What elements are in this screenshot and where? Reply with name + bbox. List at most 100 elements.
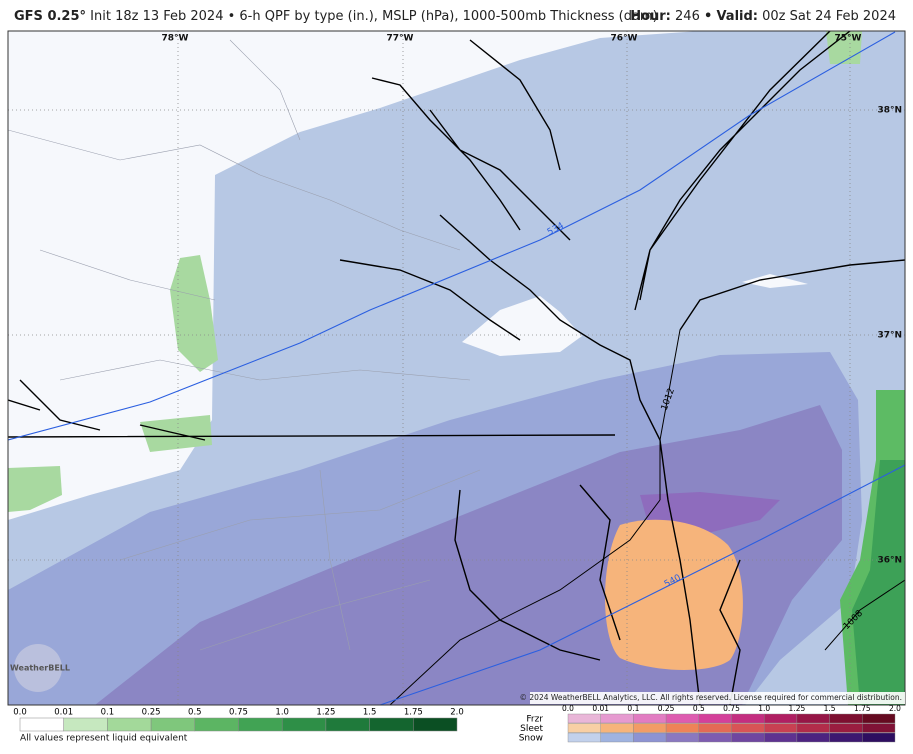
longitude-label: 78°W <box>162 34 189 44</box>
colorbar-cell <box>600 732 634 743</box>
colorbar-cell <box>567 723 601 733</box>
rain-light <box>170 255 218 372</box>
colorbar-tick-label: 1.25 <box>316 708 335 718</box>
colorbar-cell <box>567 713 601 724</box>
no-precip <box>742 274 808 288</box>
legend: All values represent liquid equivalent 0… <box>13 704 901 744</box>
colorbar-tick-label: 1.75 <box>404 708 423 718</box>
logo: WeatherBELL <box>10 664 70 673</box>
colorbar-tick-label: 2.0 <box>450 708 464 718</box>
colorbar-cell <box>764 713 798 724</box>
header-left: GFS 0.25° Init 18z 13 Feb 2024 • 6-h QPF… <box>14 9 658 24</box>
colorbar-tick-label: 0.75 <box>229 708 248 718</box>
colorbar-tick-label: 1.0 <box>758 704 770 713</box>
colorbar-cell <box>194 717 239 732</box>
copyright: © 2024 WeatherBELL Analytics, LLC. All r… <box>520 693 902 702</box>
colorbar-cell <box>107 717 152 732</box>
colorbar-tick-label: 0.5 <box>693 704 705 713</box>
colorbar-cell <box>238 717 283 732</box>
coastline <box>8 31 905 705</box>
colorbar-cell <box>731 723 765 733</box>
colorbar-cell <box>633 732 667 743</box>
colorbar-cell <box>829 713 863 724</box>
valid-label: Valid: <box>716 9 758 24</box>
type-label: Sleet <box>520 724 543 734</box>
colorbar-tick-label: 0.0 <box>562 704 574 713</box>
header-right: Hour: 246 • Valid: 00z Sat 24 Feb 2024 <box>630 9 896 24</box>
colorbar-tick-label: 0.1 <box>627 704 639 713</box>
colorbar-cell <box>862 723 896 733</box>
colorbar-tick-label: 1.5 <box>363 708 377 718</box>
map-frame <box>7 30 906 706</box>
map-area: 534 540 1012 1008 78°W 77°W 76°W 75°W 38… <box>7 30 906 706</box>
colorbar-cell <box>764 732 798 743</box>
no-precip <box>462 296 582 356</box>
longitude-label: 77°W <box>387 34 414 44</box>
longitude-label: 75°W <box>835 34 862 44</box>
colorbar-cell <box>665 713 699 724</box>
colorbar-cell <box>19 717 64 732</box>
colorbar-cell <box>633 713 667 724</box>
colorbar-cell <box>698 713 732 724</box>
colorbar-tick-label: 2.0 <box>889 704 901 713</box>
logo-globe <box>14 644 62 692</box>
colorbar-cell <box>731 713 765 724</box>
sleet-area <box>605 519 743 670</box>
colorbar-tick-label: 0.1 <box>101 708 115 718</box>
thickness-534 <box>8 31 896 441</box>
colorbar-cell <box>567 732 601 743</box>
thickness-540 <box>379 464 905 705</box>
colorbar-cell <box>281 717 327 732</box>
rain-heavy <box>852 460 905 705</box>
colorbar-cell <box>764 723 798 733</box>
isobar-1012 <box>389 329 681 705</box>
colorbar-cell <box>796 713 830 724</box>
colorbar-tick-label: 1.75 <box>854 704 871 713</box>
colorbar-cell <box>150 717 196 732</box>
colorbar-cell <box>698 732 732 743</box>
colorbar-cell <box>862 732 896 743</box>
colorbar-cell <box>600 723 634 733</box>
colorbar-tick-label: 0.0 <box>13 708 27 718</box>
colorbar-cell <box>862 713 896 724</box>
colorbar-cell <box>698 723 732 733</box>
latitude-label: 38°N <box>877 106 902 116</box>
legend-note: All values represent liquid equivalent <box>20 734 188 744</box>
valid: 00z Sat 24 Feb 2024 <box>762 9 896 24</box>
county-lines <box>8 39 481 651</box>
colorbar-tick-label: 0.75 <box>723 704 740 713</box>
colorbar-tick-label: 0.5 <box>188 708 202 718</box>
colorbar-tick-label: 0.25 <box>142 708 161 718</box>
colorbar-cell <box>63 717 108 732</box>
colorbar-cell <box>796 723 830 733</box>
copyright-box <box>530 692 905 704</box>
colorbar-cell <box>829 732 863 743</box>
colorbar-tick-label: 0.25 <box>658 704 675 713</box>
colorbar-cell <box>829 723 863 733</box>
colorbar-tick-label: 1.5 <box>824 704 836 713</box>
latitude-label: 36°N <box>877 556 902 566</box>
colorbar-cell <box>413 717 458 732</box>
colorbar-tick-label: 0.01 <box>592 704 609 713</box>
type-label: Frzr <box>526 715 543 725</box>
type-label: Snow <box>519 734 543 744</box>
hour-label: Hour: <box>630 9 671 24</box>
hour: 246 <box>675 9 700 24</box>
colorbar-cell <box>633 723 667 733</box>
colorbar-cell <box>796 732 830 743</box>
colorbar-tick-label: 1.25 <box>789 704 806 713</box>
colorbar-tick-label: 0.01 <box>54 708 73 718</box>
description: Init 18z 13 Feb 2024 • 6-h QPF by type (… <box>90 9 658 24</box>
colorbar-cell <box>731 732 765 743</box>
colorbar-cell <box>325 717 370 732</box>
colorbar-cell <box>369 717 414 732</box>
model: GFS 0.25° <box>14 9 86 24</box>
colorbar-tick-label: 1.0 <box>275 708 289 718</box>
longitude-label: 76°W <box>611 34 638 44</box>
colorbar-cell <box>665 732 699 743</box>
latitude-label: 37°N <box>877 331 902 341</box>
isobar-1008 <box>824 579 905 651</box>
rain-light <box>8 466 62 512</box>
colorbar-cell <box>665 723 699 733</box>
